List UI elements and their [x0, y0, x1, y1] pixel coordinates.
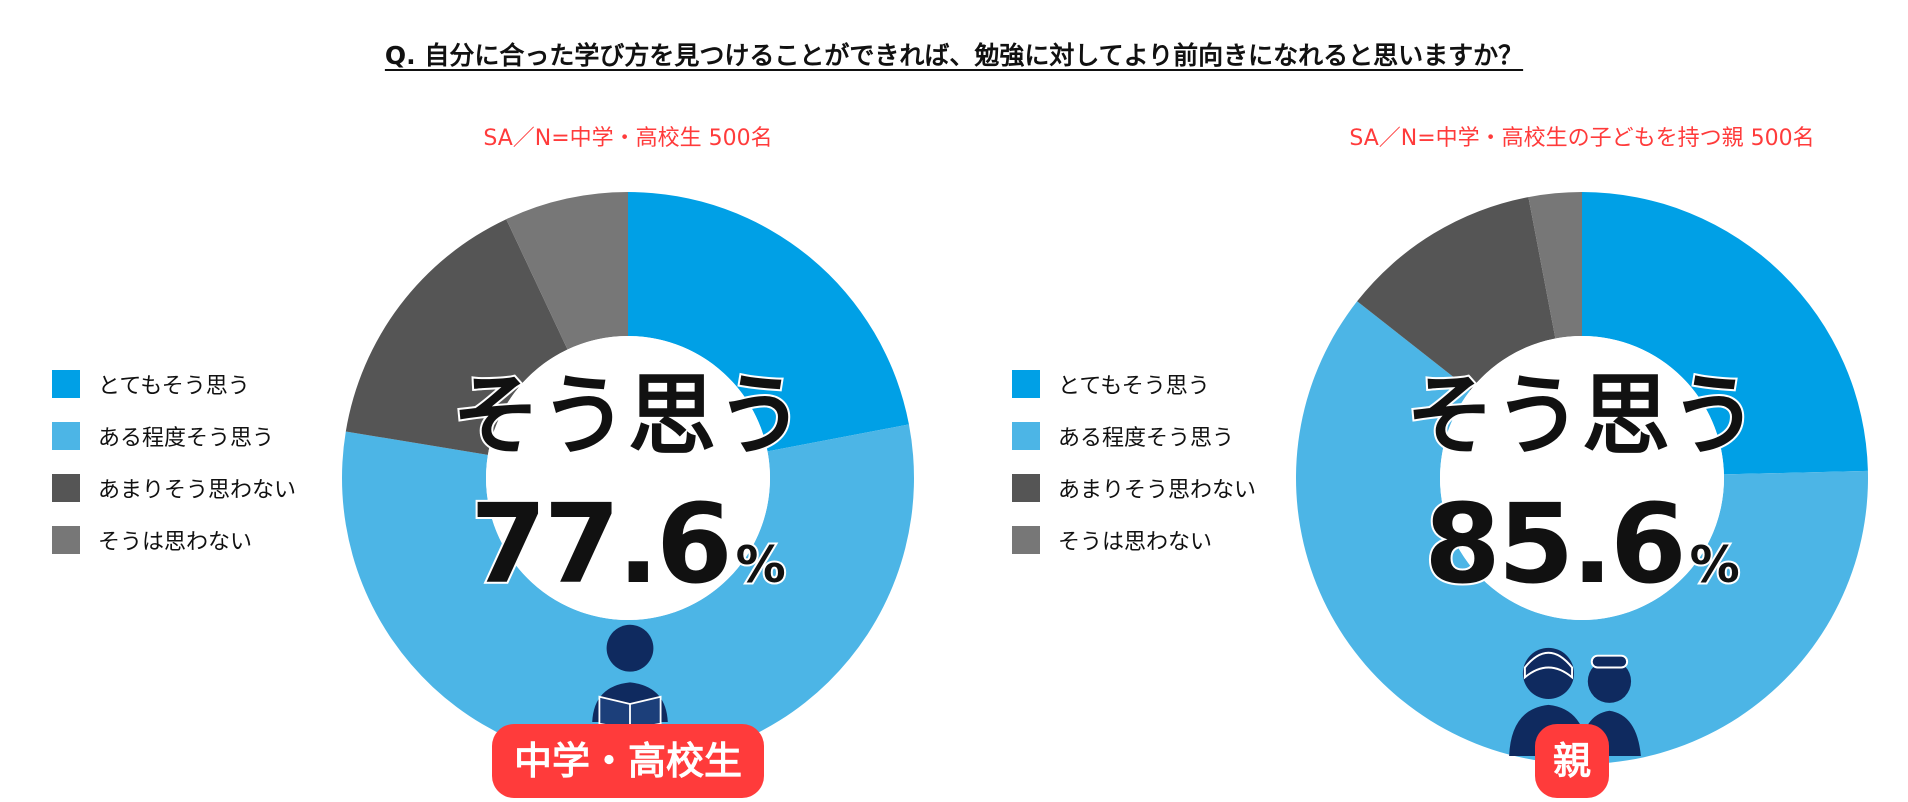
legend-parents: とてもそう思う ある程度そう思う あまりそう思わない そうは思わない	[1012, 358, 1256, 566]
legend-swatch	[52, 370, 80, 398]
legend-swatch	[52, 526, 80, 554]
center-label-students: そう思う	[450, 362, 806, 469]
donut-slice-3	[345, 219, 568, 455]
donut-slice-2	[341, 424, 914, 765]
center-percent-students: 77.6%	[468, 478, 788, 610]
legend-swatch	[52, 422, 80, 450]
legend-students: とてもそう思う ある程度そう思う あまりそう思わない そうは思わない	[52, 358, 296, 566]
donut-slice-4	[506, 192, 628, 350]
legend-swatch	[1012, 474, 1040, 502]
student-reading-icon	[592, 624, 668, 731]
donut-hole	[1440, 336, 1724, 620]
legend-item: そうは思わない	[52, 514, 296, 566]
donut-slice-1	[1582, 192, 1868, 475]
chart-subtitle-parents: SA／N=中学・高校生の子どもを持つ親 500名	[1349, 126, 1815, 151]
donut-slice-1	[628, 192, 909, 452]
center-label-parents: そう思う	[1404, 362, 1760, 469]
legend-item: とてもそう思う	[1012, 358, 1256, 410]
legend-swatch	[1012, 422, 1040, 450]
badge-parents: 親	[1535, 724, 1609, 798]
donut-slice-2	[1296, 301, 1868, 764]
donut-chart-students	[341, 192, 914, 765]
donut-slice-3	[1357, 197, 1556, 391]
legend-item: そうは思わない	[1012, 514, 1256, 566]
center-percent-parents: 85.6%	[1422, 478, 1742, 610]
donut-hole	[486, 336, 770, 620]
legend-swatch	[1012, 370, 1040, 398]
legend-item: ある程度そう思う	[52, 410, 296, 462]
legend-item: とてもそう思う	[52, 358, 296, 410]
legend-swatch	[1012, 526, 1040, 554]
question-title: Q. 自分に合った学び方を見つけることができれば、勉強に対してより前向きになれる…	[384, 41, 1524, 70]
donut-slice-4	[1528, 192, 1582, 339]
legend-item: ある程度そう思う	[1012, 410, 1256, 462]
donut-chart-parents	[1296, 192, 1868, 764]
chart-subtitle-students: SA／N=中学・高校生 500名	[483, 126, 773, 151]
badge-students: 中学・高校生	[492, 724, 764, 798]
legend-item: あまりそう思わない	[52, 462, 296, 514]
legend-swatch	[52, 474, 80, 502]
legend-item: あまりそう思わない	[1012, 462, 1256, 514]
